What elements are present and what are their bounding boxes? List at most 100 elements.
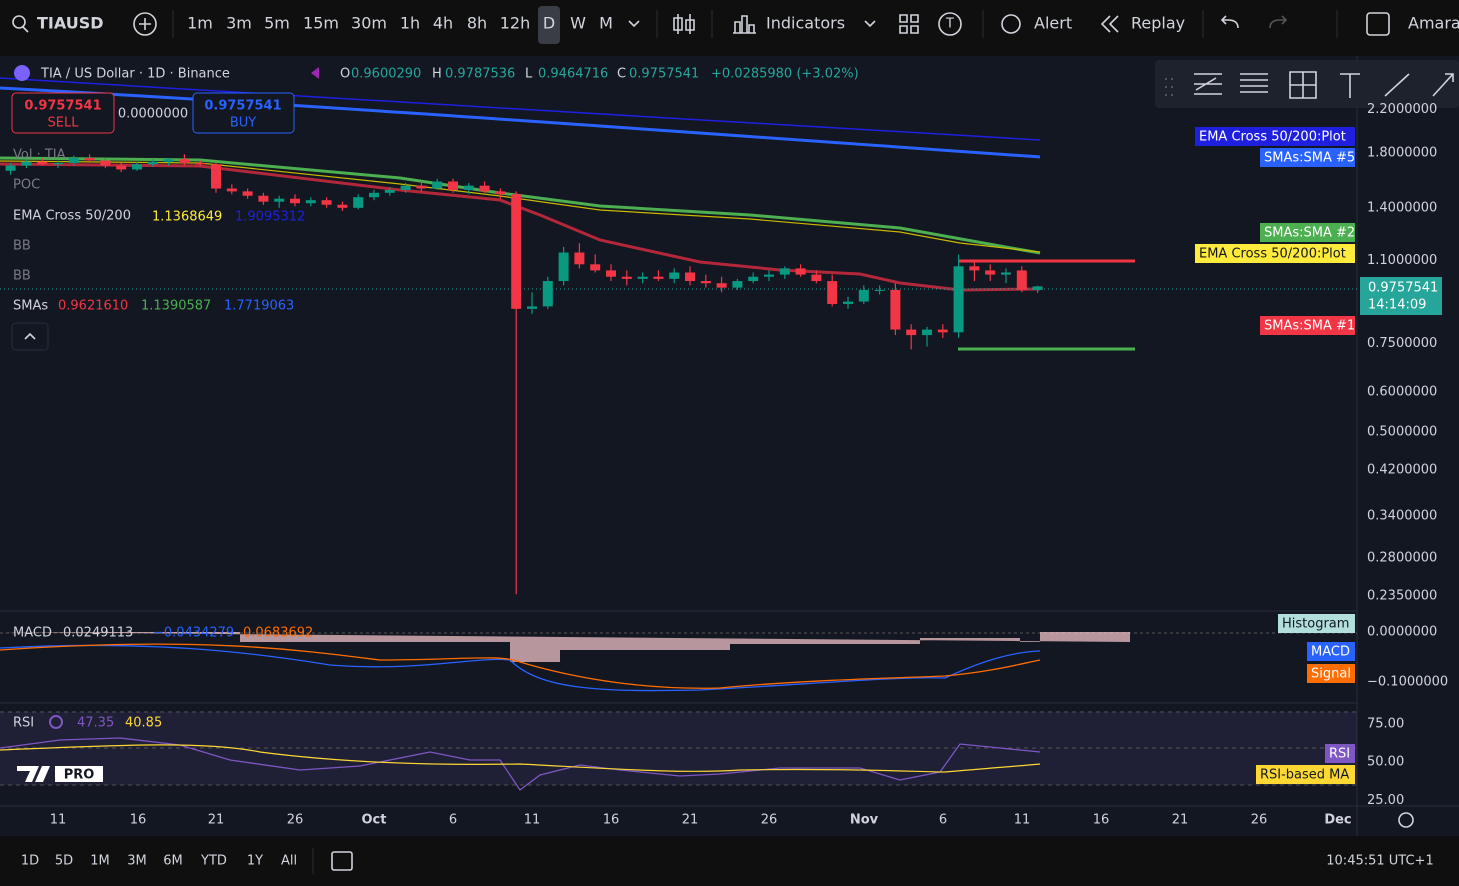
time-tick-label: Dec [1324, 813, 1351, 828]
candle-body [147, 161, 158, 165]
interval[interactable]: W [570, 14, 586, 33]
range-group: 1D 5D 1M 3M 6M YTD 1Y All [21, 854, 297, 869]
tool-arrow[interactable] [1432, 73, 1454, 97]
candles [5, 154, 1043, 595]
interval[interactable]: 15m [303, 14, 339, 33]
interval[interactable]: 30m [351, 14, 387, 33]
macd-legend: MACD [13, 626, 52, 641]
price-tick-label: 0.3400000 [1367, 508, 1437, 523]
tool-pattern[interactable] [1289, 71, 1317, 99]
range-button[interactable]: 6M [163, 854, 183, 869]
sell-price: 0.9757541 [24, 99, 101, 114]
range-button[interactable]: All [281, 854, 297, 869]
price-tick-label: 1.1000000 [1367, 253, 1437, 268]
interval[interactable]: 5m [264, 14, 290, 33]
tool-brush[interactable] [1384, 73, 1410, 97]
macd-tick-label: 0.0000000 [1367, 625, 1437, 640]
buy-button[interactable] [192, 92, 295, 134]
rsi-ma-line [0, 744, 1041, 773]
candle-body [606, 270, 616, 277]
legend-title: TIA / US Dollar · 1D · Binance [40, 67, 230, 82]
time-tick-label: 26 [761, 813, 778, 828]
series-tag [1278, 614, 1355, 633]
ohlc-key: L [525, 67, 533, 82]
axis-mask [1358, 686, 1459, 703]
candle-body [906, 329, 917, 336]
series-tag [1307, 664, 1355, 683]
candle-body [179, 159, 190, 164]
candle-body [432, 181, 443, 189]
alert-button[interactable]: Alert [1034, 14, 1072, 33]
drawing-toolbar [1155, 60, 1459, 108]
interval[interactable]: M [599, 14, 613, 33]
replay-button[interactable]: Replay [1131, 14, 1185, 33]
price-tag-value: 0.9757541 [1368, 281, 1438, 296]
collapse-legend[interactable] [11, 322, 49, 351]
macd-histogram [0, 632, 1130, 662]
candle-body [211, 164, 221, 189]
candle-body [195, 163, 206, 165]
symbol[interactable]: TIAUSD [37, 14, 104, 33]
add-symbol-plus [139, 18, 151, 30]
interval[interactable]: 12h [500, 14, 531, 33]
indicators-menu[interactable] [864, 20, 876, 28]
interval[interactable]: 8h [467, 14, 487, 33]
candle-body [21, 161, 32, 166]
interval[interactable]: 1h [400, 14, 420, 33]
interval[interactable]: D [543, 14, 555, 33]
goto-date[interactable] [331, 851, 353, 871]
series-tag [1195, 127, 1355, 146]
drag-handle[interactable] [1165, 78, 1173, 96]
candle-body [1001, 272, 1011, 275]
candle-body [953, 266, 964, 333]
candle-body [890, 289, 901, 330]
rsi-tick-label: 50.00 [1367, 755, 1404, 770]
range-button[interactable]: 1D [21, 854, 39, 869]
fullscreen[interactable] [1366, 12, 1390, 36]
candle-body [416, 185, 427, 189]
time-axis: 11 16 21 26 Oct 6 11 16 21 26 Nov 6 11 16 21 26 Dec [50, 813, 1352, 828]
candle-body [779, 268, 790, 275]
macd-value: −0.0434279 [153, 626, 234, 641]
gap [0, 48, 1459, 56]
time-tick-label: 6 [449, 813, 457, 828]
candle-body [226, 188, 237, 192]
range-button[interactable]: YTD [200, 854, 227, 869]
indicators-button[interactable]: Indicators [766, 14, 845, 33]
interval[interactable]: 3m [226, 14, 252, 33]
tool-text[interactable] [1340, 73, 1360, 98]
sell-button[interactable] [11, 92, 115, 134]
logo-mark [17, 766, 50, 782]
range-button[interactable]: 5D [55, 854, 73, 869]
candle-body [463, 185, 474, 190]
chart-type-icon[interactable] [673, 14, 695, 34]
add-symbol[interactable] [133, 12, 157, 36]
interval[interactable]: 1m [187, 14, 213, 33]
price-tick-label: 1.8000000 [1367, 146, 1437, 161]
price-tag [1360, 277, 1442, 315]
candle-body [669, 272, 680, 279]
redo[interactable] [1269, 15, 1288, 29]
range-button[interactable]: 1Y [247, 854, 263, 869]
tool-trend[interactable] [1194, 73, 1222, 95]
candle-body [716, 283, 727, 288]
candle-body [258, 195, 269, 202]
interval-menu[interactable] [628, 20, 640, 28]
series-tag [1260, 223, 1355, 242]
candle-body [163, 159, 174, 162]
templates-icon[interactable] [938, 12, 962, 36]
candle-body [764, 274, 774, 277]
search-icon[interactable] [12, 15, 26, 29]
interval[interactable]: 4h [433, 14, 453, 33]
tool-fib[interactable] [1240, 73, 1268, 93]
candle-body [922, 329, 932, 336]
range-button[interactable]: 1M [90, 854, 110, 869]
logo-text: PRO [64, 768, 95, 783]
layouts-icon[interactable] [899, 14, 919, 34]
range-button[interactable]: 3M [127, 854, 147, 869]
settings-icon[interactable] [1398, 812, 1414, 828]
user-name[interactable]: Amara [1408, 14, 1459, 33]
series-tag-text: Signal [1311, 667, 1351, 682]
candle-body [874, 289, 885, 291]
undo[interactable] [1220, 15, 1239, 29]
